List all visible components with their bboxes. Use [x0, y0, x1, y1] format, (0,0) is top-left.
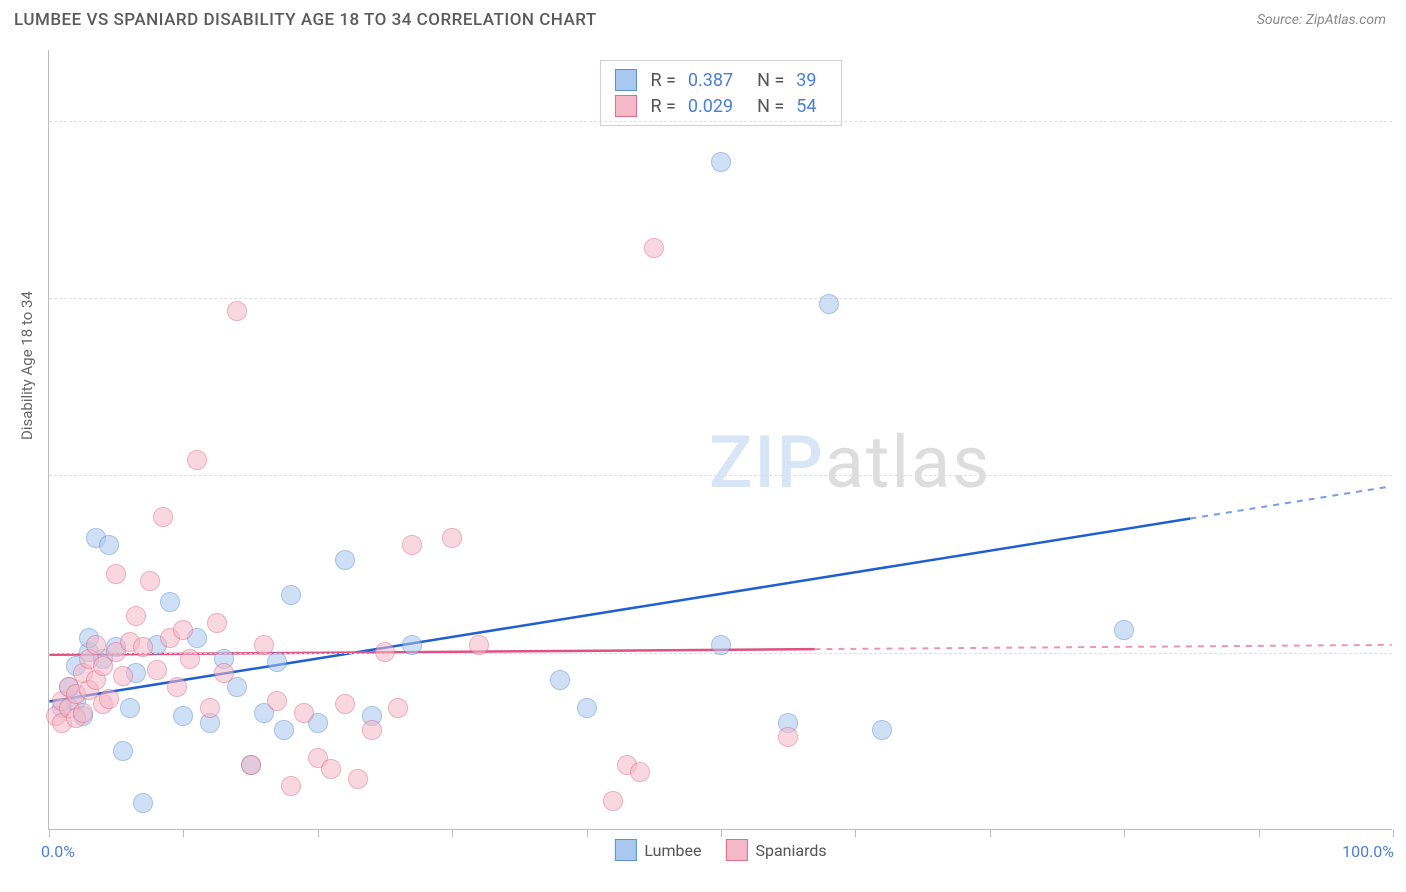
data-point — [241, 755, 261, 775]
x-tick — [1393, 829, 1394, 837]
x-tick — [452, 829, 453, 837]
x-axis-min-label: 0.0% — [41, 842, 75, 861]
data-point — [200, 698, 220, 718]
trend-line-dashed — [1190, 486, 1391, 518]
x-tick — [855, 829, 856, 837]
legend-label: Lumbee — [644, 841, 701, 860]
data-point — [126, 606, 146, 626]
data-point — [207, 613, 227, 633]
data-point — [187, 450, 207, 470]
legend-row-lumbee: R = 0.387 N = 39 — [614, 67, 826, 93]
scatter-chart: ZIPatlas R = 0.387 N = 39 R = 0.029 N = … — [48, 50, 1392, 830]
source-credit: Source: ZipAtlas.com — [1257, 12, 1386, 28]
data-point — [402, 535, 422, 555]
data-point — [1114, 620, 1134, 640]
legend-swatch — [614, 839, 636, 861]
data-point — [362, 720, 382, 740]
legend-swatch — [725, 839, 747, 861]
data-point — [375, 642, 395, 662]
x-tick — [183, 829, 184, 837]
data-point — [348, 769, 368, 789]
data-point — [550, 670, 570, 690]
data-point — [180, 649, 200, 669]
series-legend: Lumbee Spaniards — [614, 839, 826, 861]
data-point — [106, 564, 126, 584]
data-point — [147, 660, 167, 680]
legend-row-spaniards: R = 0.029 N = 54 — [614, 93, 826, 119]
data-point — [294, 703, 314, 723]
data-point — [160, 592, 180, 612]
data-point — [469, 635, 489, 655]
data-point — [442, 528, 462, 548]
data-point — [120, 698, 140, 718]
x-tick — [1124, 829, 1125, 837]
legend-label: Spaniards — [755, 841, 826, 860]
data-point — [388, 698, 408, 718]
data-point — [73, 703, 93, 723]
data-point — [173, 620, 193, 640]
x-axis-max-label: 100.0% — [1342, 842, 1394, 861]
x-tick — [721, 829, 722, 837]
data-point — [603, 791, 623, 811]
trend-line-dashed — [814, 645, 1391, 649]
data-point — [113, 741, 133, 761]
gridline — [49, 298, 1392, 299]
spaniards-swatch — [614, 95, 636, 117]
data-point — [819, 294, 839, 314]
gridline — [49, 475, 1392, 476]
x-tick — [318, 829, 319, 837]
data-point — [173, 706, 193, 726]
data-point — [254, 635, 274, 655]
data-point — [577, 698, 597, 718]
data-point — [711, 635, 731, 655]
data-point — [133, 637, 153, 657]
data-point — [153, 507, 173, 527]
legend-item: Lumbee — [614, 839, 701, 861]
data-point — [274, 720, 294, 740]
data-point — [872, 720, 892, 740]
x-tick — [1259, 829, 1260, 837]
data-point — [281, 585, 301, 605]
data-point — [113, 666, 133, 686]
chart-header: LUMBEE VS SPANIARD DISABILITY AGE 18 TO … — [0, 0, 1406, 36]
data-point — [214, 663, 234, 683]
x-tick — [49, 829, 50, 837]
data-point — [227, 301, 247, 321]
chart-title: LUMBEE VS SPANIARD DISABILITY AGE 18 TO … — [14, 10, 597, 30]
data-point — [711, 152, 731, 172]
data-point — [133, 793, 153, 813]
x-tick — [587, 829, 588, 837]
data-point — [267, 652, 287, 672]
data-point — [281, 776, 301, 796]
data-point — [140, 571, 160, 591]
data-point — [321, 759, 341, 779]
data-point — [335, 694, 355, 714]
data-point — [402, 635, 422, 655]
lumbee-swatch — [614, 69, 636, 91]
data-point — [267, 691, 287, 711]
data-point — [644, 238, 664, 258]
x-tick — [990, 829, 991, 837]
data-point — [99, 535, 119, 555]
y-axis-label: Disability Age 18 to 34 — [18, 291, 36, 440]
correlation-legend: R = 0.387 N = 39 R = 0.029 N = 54 — [599, 60, 841, 126]
legend-item: Spaniards — [725, 839, 826, 861]
data-point — [167, 677, 187, 697]
data-point — [335, 550, 355, 570]
data-point — [86, 635, 106, 655]
data-point — [630, 762, 650, 782]
data-point — [99, 689, 119, 709]
data-point — [778, 727, 798, 747]
gridline — [49, 121, 1392, 122]
